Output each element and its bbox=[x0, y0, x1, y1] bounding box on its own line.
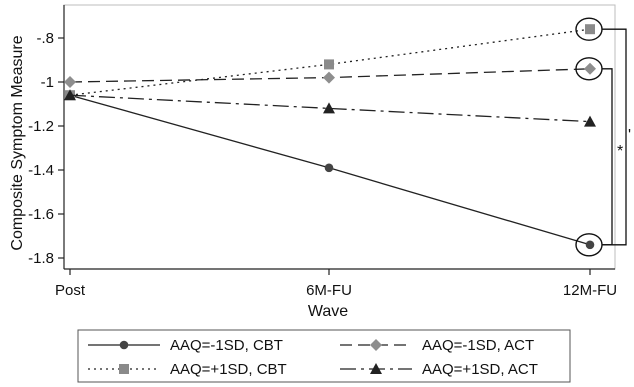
series-layer bbox=[64, 24, 596, 250]
legend: AAQ=-1SD, CBT AAQ=-1SD, ACT AAQ=+1SD, CBT A… bbox=[88, 337, 538, 378]
annotation-tick: ' bbox=[628, 127, 631, 144]
marker-triangle bbox=[323, 102, 335, 114]
marker-square bbox=[119, 364, 129, 374]
highlight-circles bbox=[575, 17, 603, 257]
marker-circle bbox=[324, 163, 334, 173]
legend-label: AAQ=+1SD, CBT bbox=[170, 361, 287, 378]
significance-brackets bbox=[602, 28, 627, 246]
legend-item: AAQ=-1SD, CBT bbox=[88, 337, 283, 354]
x-tick-label: 12M-FU bbox=[563, 282, 617, 299]
x-tick-label: Post bbox=[55, 282, 86, 299]
marker-diamond bbox=[584, 62, 596, 75]
y-tick-label: -1.4 bbox=[28, 162, 54, 179]
legend-label: AAQ=-1SD, CBT bbox=[170, 337, 283, 354]
marker-square bbox=[324, 59, 334, 70]
x-tick-label: 6M-FU bbox=[306, 282, 352, 299]
marker-triangle bbox=[370, 363, 382, 374]
y-tick-label: -1.6 bbox=[28, 206, 54, 223]
plot-frame bbox=[63, 4, 616, 270]
marker-diamond bbox=[64, 76, 76, 88]
marker-circle bbox=[119, 340, 129, 350]
y-tick-label: -1.8 bbox=[28, 250, 54, 267]
y-tick-label: -1 bbox=[41, 74, 54, 91]
y-axis-ticks: -.8 -1 -1.2 -1.4 -1.6 -1.8 bbox=[28, 30, 64, 267]
y-tick-label: -.8 bbox=[36, 30, 54, 47]
series-0 bbox=[65, 90, 595, 250]
series-2 bbox=[65, 24, 595, 101]
marker-circle bbox=[585, 240, 595, 250]
legend-label: AAQ=-1SD, ACT bbox=[422, 337, 534, 354]
legend-item: AAQ=-1SD, ACT bbox=[340, 337, 534, 354]
x-axis-title: Wave bbox=[308, 303, 348, 320]
marker-diamond bbox=[370, 339, 382, 351]
y-axis-title: Composite Symptom Measure bbox=[9, 35, 26, 250]
marker-triangle bbox=[64, 89, 76, 101]
annotation-star: * bbox=[617, 143, 623, 160]
marker-square bbox=[585, 24, 595, 35]
legend-item: AAQ=+1SD, ACT bbox=[340, 361, 538, 378]
marker-triangle bbox=[584, 115, 596, 127]
bracket bbox=[602, 68, 613, 246]
bracket bbox=[602, 28, 627, 246]
legend-box bbox=[77, 329, 571, 383]
x-axis-ticks: Post 6M-FU 12M-FU bbox=[55, 269, 617, 299]
legend-label: AAQ=+1SD, ACT bbox=[422, 361, 538, 378]
marker-diamond bbox=[323, 71, 335, 84]
series-1 bbox=[64, 62, 596, 88]
series-3 bbox=[64, 89, 596, 127]
y-tick-label: -1.2 bbox=[28, 118, 54, 135]
legend-item: AAQ=+1SD, CBT bbox=[88, 361, 287, 378]
